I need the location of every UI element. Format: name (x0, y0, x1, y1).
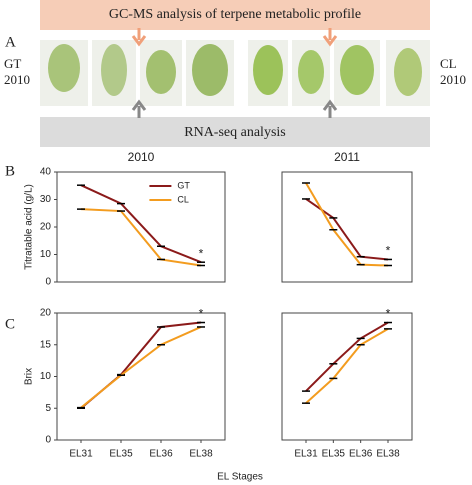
arrow (322, 99, 338, 118)
banner-bottom-text: RNA-seq analysis (184, 125, 286, 140)
y-tick-label: 20 (40, 308, 52, 319)
series-line (80, 184, 202, 264)
panel-label: B (5, 163, 15, 179)
banner-top (40, 0, 430, 30)
arrow (131, 99, 147, 118)
y-tick-label: 10 (40, 249, 52, 260)
chart-title: 2011 (334, 150, 360, 164)
y-axis-label: Brix (24, 368, 35, 385)
x-tick-label: EL31 (69, 449, 93, 460)
x-tick-label: EL35 (109, 449, 133, 460)
y-tick-label: 40 (40, 167, 52, 178)
x-tick-label: EL38 (376, 449, 400, 460)
y-tick-label: 0 (45, 435, 51, 446)
series-line (305, 321, 389, 392)
series-line (305, 182, 389, 267)
panel-label: C (5, 316, 15, 332)
y-tick-label: 15 (40, 339, 52, 350)
annotation: * (386, 307, 391, 321)
plot-frame (56, 312, 226, 441)
series-line (305, 198, 389, 261)
x-tick-label: EL36 (149, 449, 173, 460)
series-line (80, 208, 202, 267)
sample-label: CL 2010 (440, 56, 466, 87)
series-line (80, 326, 202, 409)
chart-title: 2010 (128, 150, 155, 164)
plot-frame (281, 312, 413, 441)
y-tick-label: 5 (45, 403, 51, 414)
plot-frame (281, 171, 413, 283)
x-tick-label: EL35 (322, 449, 346, 460)
y-tick-label: 0 (45, 277, 51, 288)
x-tick-label: EL38 (189, 449, 213, 460)
series-line (305, 328, 389, 404)
arrow (131, 28, 147, 47)
panel-label: A (5, 34, 16, 50)
arrow (322, 28, 338, 47)
x-tick-label: EL31 (294, 449, 318, 460)
x-axis-label: EL Stages (217, 472, 263, 483)
banner-top-text: GC-MS analysis of terpene metabolic prof… (109, 7, 361, 22)
annotation: * (199, 246, 204, 260)
legend-label: CL (177, 194, 189, 204)
x-tick-label: EL36 (349, 449, 373, 460)
y-tick-label: 20 (40, 222, 52, 233)
y-tick-label: 30 (40, 194, 52, 205)
sample-label: GT 2010 (4, 56, 30, 87)
banner-bottom (40, 117, 430, 147)
annotation: * (199, 307, 204, 321)
y-tick-label: 10 (40, 371, 52, 382)
y-axis-label: Titratable acid (g/L) (24, 184, 35, 270)
annotation: * (386, 244, 391, 258)
grape-photos (40, 40, 430, 106)
legend-label: GT (177, 180, 190, 190)
